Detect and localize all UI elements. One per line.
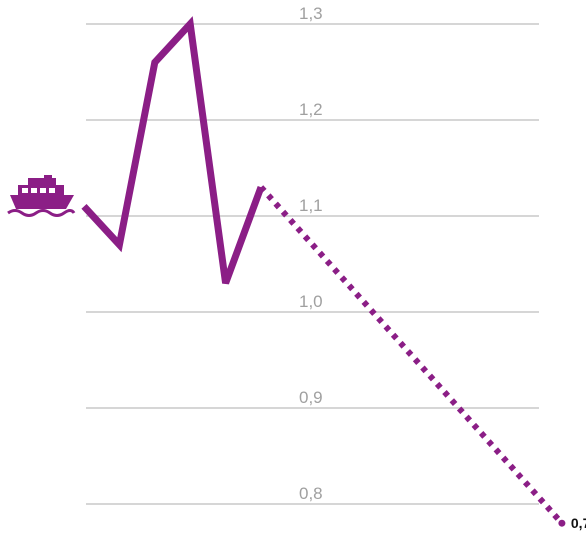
series-group [81,16,566,527]
series-line [81,16,265,285]
y-tick-label: 1,3 [299,4,323,23]
y-tick-label: 1,0 [299,292,323,311]
gridlines [86,23,539,505]
y-tick-labels: 0,8 0,9 1,0 1,1 1,2 1,3 [299,4,323,503]
series-line-projection [258,185,565,526]
y-tick-label: 1,2 [299,100,323,119]
ferry-icon [7,175,76,217]
y-tick-label: 1,1 [299,196,323,215]
y-tick-label: 0,9 [299,388,323,407]
end-point-marker [558,519,566,527]
y-tick-label: 0,8 [299,484,323,503]
end-value-label: 0,78 [571,515,586,531]
